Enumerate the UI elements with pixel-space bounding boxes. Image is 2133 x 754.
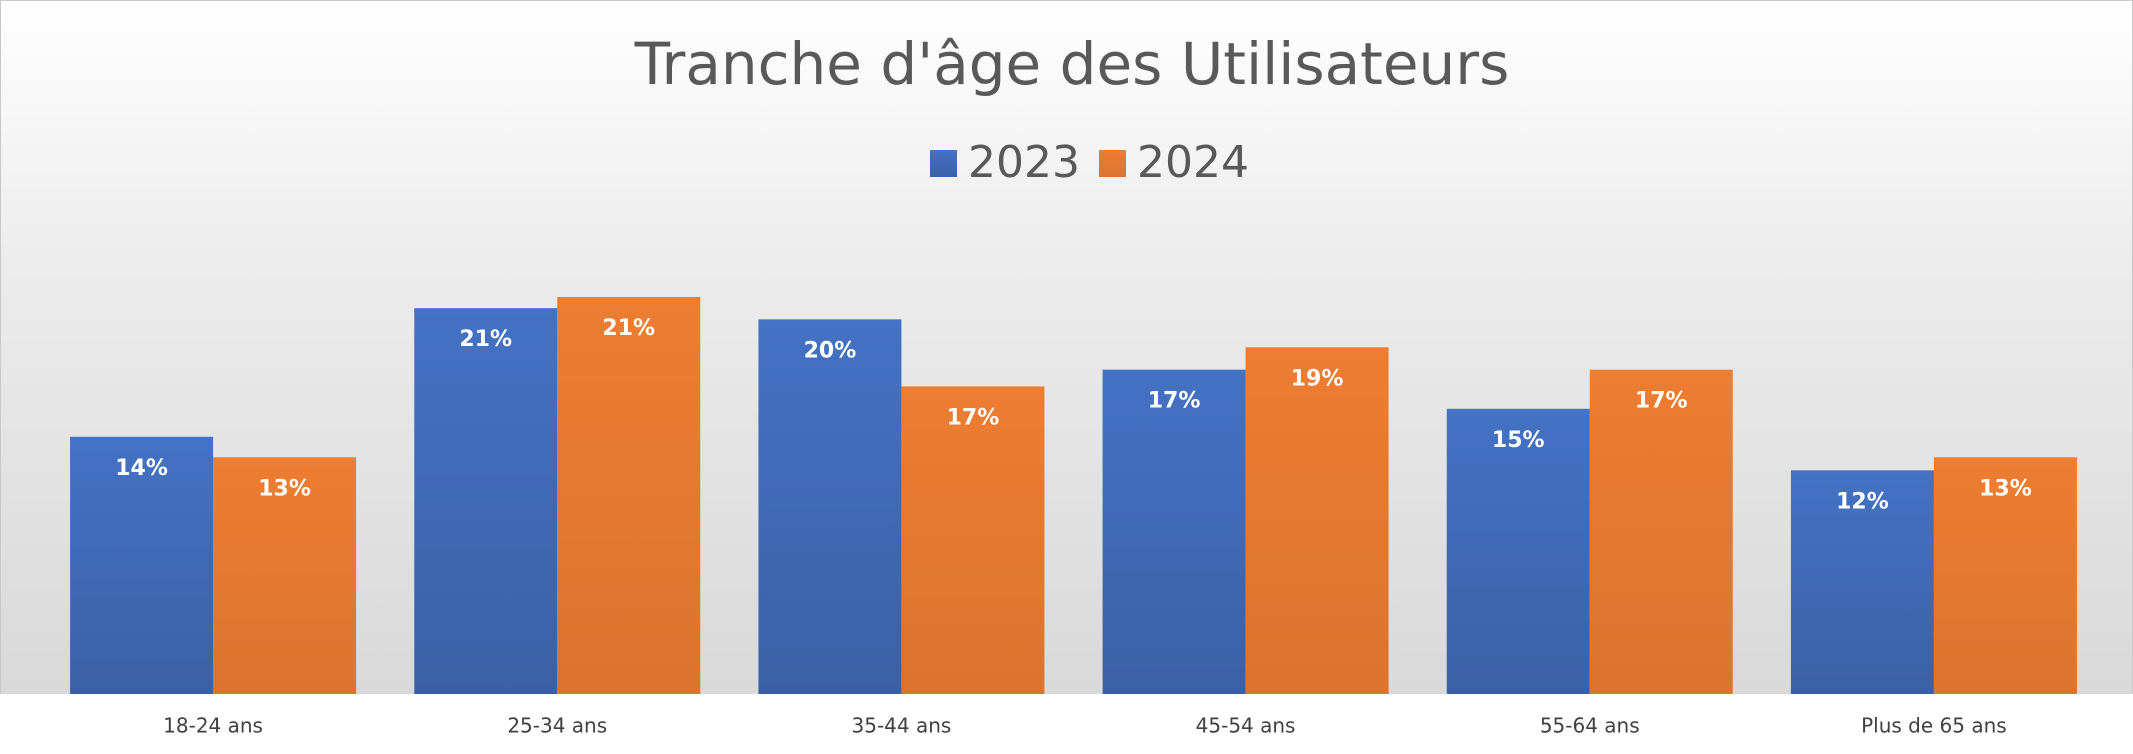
bar: [1589, 369, 1733, 694]
legend-label: 2023: [968, 137, 1080, 188]
bar: [758, 319, 902, 694]
bar: [1446, 408, 1590, 694]
chart-title: Tranche d'âge des Utilisateurs: [634, 30, 1510, 98]
bar: [1790, 470, 1934, 694]
data-label: 17%: [947, 405, 1000, 430]
data-label: 12%: [1836, 489, 1889, 514]
legend-swatch: [1099, 150, 1126, 177]
bar: [213, 457, 357, 694]
x-tick-label: 55-64 ans: [1540, 714, 1640, 738]
bar: [901, 386, 1045, 694]
x-tick-label: 35-44 ans: [852, 714, 952, 738]
data-label: 15%: [1492, 428, 1545, 453]
bar: [1933, 457, 2077, 694]
x-tick-label: 18-24 ans: [163, 714, 263, 738]
bar: [1245, 347, 1389, 694]
data-label: 21%: [459, 327, 512, 352]
legend-swatch: [930, 150, 957, 177]
bar: [70, 436, 214, 694]
x-tick-label: 45-54 ans: [1196, 714, 1296, 738]
data-label: 17%: [1148, 389, 1201, 414]
bar: [557, 296, 701, 694]
legend-label: 2024: [1137, 137, 1249, 188]
data-label: 17%: [1635, 389, 1688, 414]
data-label: 20%: [804, 338, 857, 363]
data-label: 13%: [1979, 476, 2032, 501]
data-label: 13%: [258, 476, 311, 501]
x-tick-label: Plus de 65 ans: [1861, 714, 2007, 738]
data-label: 19%: [1291, 366, 1344, 391]
floor: [0, 694, 2133, 754]
bar: [1102, 369, 1246, 694]
data-label: 14%: [115, 456, 168, 481]
x-tick-label: 25-34 ans: [507, 714, 607, 738]
data-label: 21%: [602, 316, 655, 341]
bar: [414, 308, 558, 694]
